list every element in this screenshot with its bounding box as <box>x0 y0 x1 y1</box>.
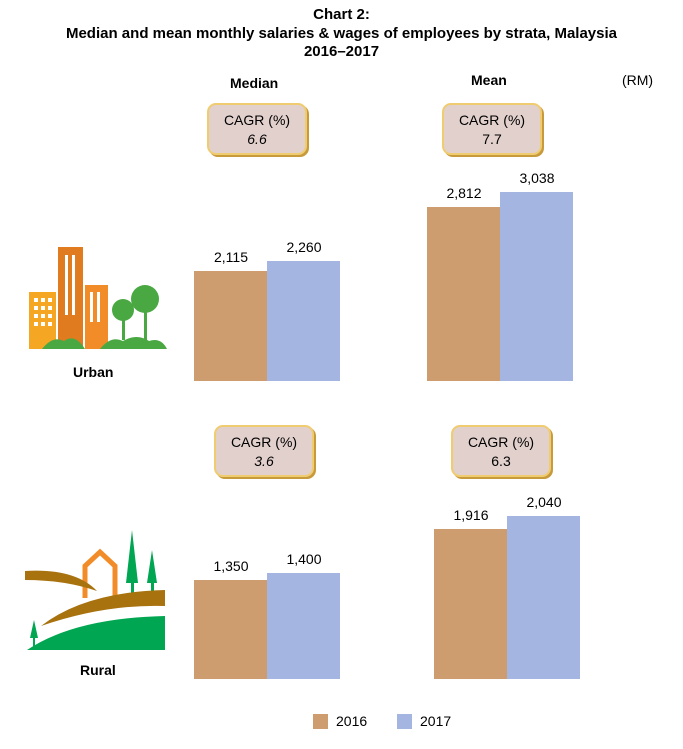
cagr-value: 3.6 <box>254 453 274 469</box>
urban-city-icon <box>29 247 167 349</box>
bar-urban-median-2017 <box>267 261 340 381</box>
cagr-value: 6.6 <box>247 131 267 147</box>
row-label-rural: Rural <box>80 662 116 678</box>
legend-item-2016: 2016 <box>313 713 367 729</box>
bar-rural-median-2017 <box>267 572 340 679</box>
bar-rural-median-2016 <box>194 579 267 679</box>
cagr-value: 6.3 <box>491 453 511 469</box>
chart-years: 2016–2017 <box>303 43 380 60</box>
bar-rural-mean-2016 <box>434 528 507 679</box>
cagr-box-urban-median: CAGR (%) 6.6 <box>207 103 307 155</box>
bar-urban-mean-2016 <box>427 206 500 381</box>
bar-rural-mean-2017 <box>507 515 580 679</box>
legend-item-2017: 2017 <box>397 713 451 729</box>
cagr-box-rural-median: CAGR (%) 3.6 <box>214 425 314 477</box>
legend-label: 2016 <box>336 713 368 729</box>
cagr-label: CAGR (%) <box>223 112 291 128</box>
column-header-median: Median <box>230 75 279 91</box>
data-label: 2,260 <box>286 239 322 255</box>
cagr-box-urban-mean: CAGR (%) 7.7 <box>442 103 542 155</box>
data-label: 1,916 <box>453 506 489 523</box>
data-label: 1,350 <box>213 557 249 574</box>
row-label-urban: Urban <box>73 364 114 380</box>
data-label: 1,400 <box>286 550 322 567</box>
column-header-mean: Mean <box>471 72 507 88</box>
cagr-label: CAGR (%) <box>467 434 535 450</box>
cagr-label: CAGR (%) <box>458 112 526 128</box>
rural-landscape-icon <box>25 530 165 650</box>
bar-urban-median-2016 <box>194 271 267 381</box>
cagr-value: 7.7 <box>482 131 502 147</box>
legend-swatch-2016 <box>313 713 328 729</box>
cagr-label: CAGR (%) <box>230 434 298 450</box>
chart-title: Median and mean monthly salaries & wages… <box>65 25 618 42</box>
data-label: 3,038 <box>519 169 555 186</box>
data-label: 2,812 <box>446 184 482 201</box>
legend-label: 2017 <box>420 713 452 729</box>
legend-swatch-2017 <box>397 713 412 729</box>
unit-label: (RM) <box>622 72 654 88</box>
data-label: 2,115 <box>214 249 248 265</box>
cagr-box-rural-mean: CAGR (%) 6.3 <box>451 425 551 477</box>
chart-number: Chart 2: <box>313 6 370 23</box>
data-label: 2,040 <box>526 493 562 510</box>
bar-urban-mean-2017 <box>500 191 573 381</box>
